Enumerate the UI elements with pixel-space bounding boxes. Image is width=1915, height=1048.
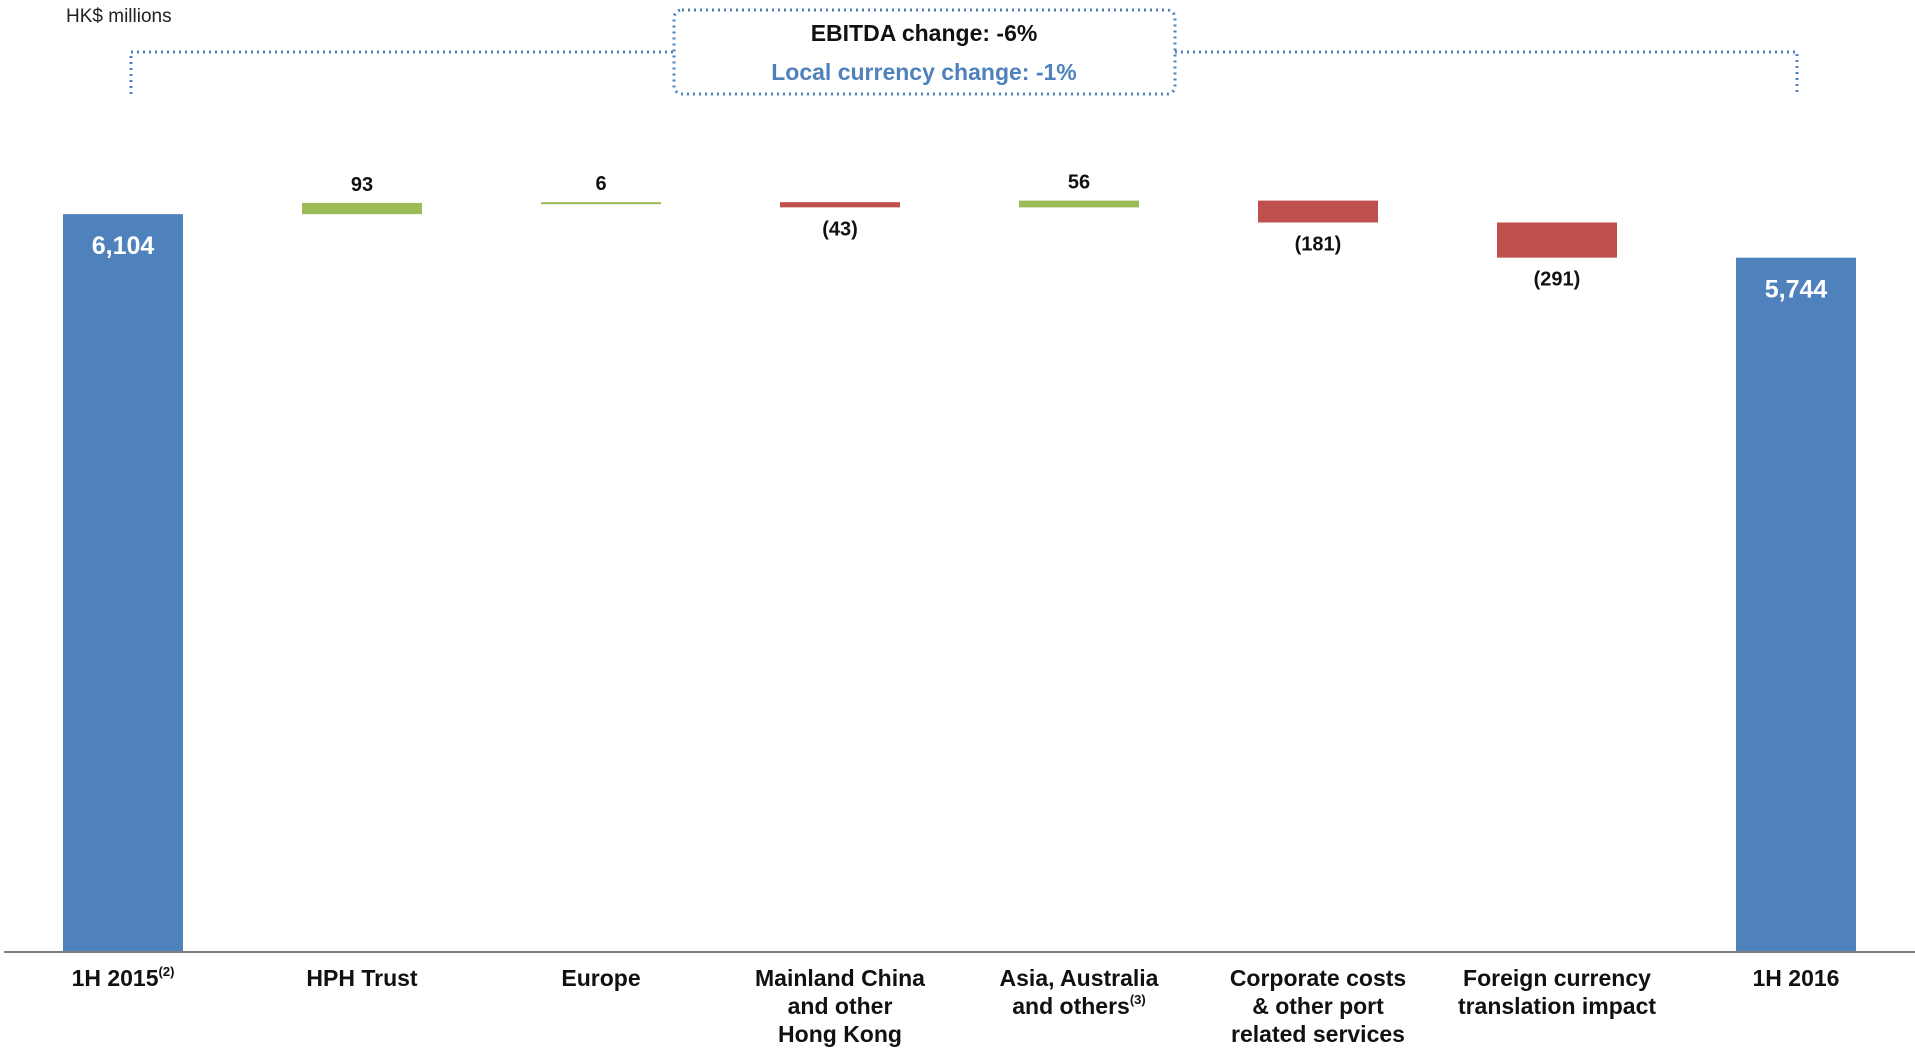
- category-labels-group: 1H 2015(2) HPH Trust Europe Mainland China a…: [72, 964, 1840, 1047]
- bars-group: [63, 200, 1856, 953]
- data-label-5: 56: [1068, 172, 1090, 194]
- data-label-1: 6,104: [92, 232, 155, 260]
- category-label-4: Mainland China and other Hong Kong: [755, 965, 925, 1047]
- category-label-7: Foreign currency translation impact: [1458, 965, 1656, 1019]
- category-label-8: 1H 2016: [1753, 965, 1840, 991]
- category-label-1: 1H 2015(2): [72, 964, 175, 991]
- data-label-2: 93: [351, 174, 373, 196]
- category-label-5: Asia, Australia and others(3): [1000, 965, 1159, 1019]
- y-axis-label: HK$ millions: [66, 6, 172, 27]
- bar-6: [1258, 200, 1378, 223]
- bar-4: [780, 202, 900, 208]
- callout-box: [672, 8, 1177, 96]
- data-labels-group: 6,104 93 6 (43) 56 (181) (291) 5,744: [92, 172, 1828, 304]
- bar-5: [1019, 200, 1139, 208]
- bracket-left: [129, 50, 674, 94]
- category-label-6: Corporate costs & other port related servi…: [1230, 965, 1406, 1047]
- data-label-3: 6: [595, 173, 606, 195]
- bar-8: [1736, 257, 1856, 953]
- bracket-right: [1175, 50, 1799, 94]
- data-label-8: 5,744: [1765, 276, 1828, 304]
- category-label-2: HPH Trust: [306, 965, 418, 991]
- ebitda-change-text: EBITDA change: -6%: [811, 20, 1038, 46]
- data-label-7: (291): [1534, 269, 1581, 291]
- bar-1: [63, 214, 183, 952]
- bar-3: [541, 202, 661, 205]
- category-label-3: Europe: [561, 965, 640, 991]
- data-label-6: (181): [1295, 233, 1342, 255]
- bar-2: [302, 202, 422, 215]
- local-currency-change-text: Local currency change: -1%: [771, 59, 1077, 85]
- data-label-4: (43): [822, 218, 858, 240]
- bar-7: [1497, 222, 1617, 258]
- change-bracket: EBITDA change: -6% Local currency change…: [129, 8, 1799, 96]
